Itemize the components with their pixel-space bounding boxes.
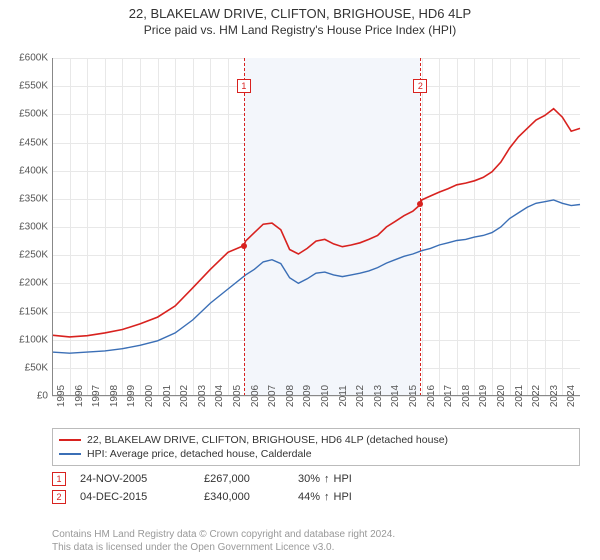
x-tick-label: 2014 [386,385,401,407]
sale-price-2: £340,000 [204,491,284,503]
arrow-up-icon: ↑ [324,473,330,485]
x-tick-label: 1995 [52,385,67,407]
sale-hpi-1: 30% ↑ HPI [298,473,352,485]
x-tick-label: 2023 [545,385,560,407]
x-tick-label: 2017 [439,385,454,407]
y-tick-label: £600K [19,53,52,64]
x-tick-label: 2010 [316,385,331,407]
sale-date-2: 04-DEC-2015 [80,491,190,503]
x-tick-label: 2020 [492,385,507,407]
y-tick-label: £500K [19,109,52,120]
sales-table: 1 24-NOV-2005 £267,000 30% ↑ HPI 2 04-DE… [52,470,580,506]
chart-title: 22, BLAKELAW DRIVE, CLIFTON, BRIGHOUSE, … [0,0,600,21]
y-tick-label: £450K [19,137,52,148]
arrow-up-icon: ↑ [324,491,330,503]
x-tick-label: 2005 [228,385,243,407]
sale-dashed-line-1 [244,58,245,396]
x-tick-label: 2008 [281,385,296,407]
y-tick-label: £100K [19,334,52,345]
legend-item-property: 22, BLAKELAW DRIVE, CLIFTON, BRIGHOUSE, … [59,433,573,447]
x-tick-label: 1997 [87,385,102,407]
sale-marker-1: 1 [52,472,66,486]
y-tick-label: £0 [37,391,52,402]
sale-date-1: 24-NOV-2005 [80,473,190,485]
x-tick-label: 2016 [422,385,437,407]
x-tick-label: 2000 [140,385,155,407]
x-tick-label: 2006 [246,385,261,407]
y-tick-label: £400K [19,165,52,176]
chart-plot-area: 12 £0£50K£100K£150K£200K£250K£300K£350K£… [52,58,580,396]
y-tick-label: £50K [25,362,52,373]
sale-hpi-suffix-2: HPI [334,491,352,503]
y-tick-label: £250K [19,250,52,261]
legend-swatch-property [59,439,81,441]
sale-hpi-2: 44% ↑ HPI [298,491,352,503]
sale-dashed-line-2 [420,58,421,396]
legend-box: 22, BLAKELAW DRIVE, CLIFTON, BRIGHOUSE, … [52,428,580,466]
sale-row-1: 1 24-NOV-2005 £267,000 30% ↑ HPI [52,470,580,488]
legend: 22, BLAKELAW DRIVE, CLIFTON, BRIGHOUSE, … [52,428,580,466]
x-tick-label: 2021 [510,385,525,407]
y-tick-label: £200K [19,278,52,289]
y-axis-line [52,58,53,396]
sale-row-2: 2 04-DEC-2015 £340,000 44% ↑ HPI [52,488,580,506]
x-tick-label: 1996 [70,385,85,407]
x-tick-label: 2002 [175,385,190,407]
sale-dot-2 [417,201,423,207]
x-tick-label: 2019 [474,385,489,407]
x-tick-label: 2003 [193,385,208,407]
x-tick-label: 2024 [562,385,577,407]
y-tick-label: £300K [19,222,52,233]
x-tick-label: 2011 [334,385,349,407]
attribution: Contains HM Land Registry data © Crown c… [52,529,580,554]
line-series-layer [52,58,580,396]
x-tick-label: 2022 [527,385,542,407]
y-tick-label: £350K [19,193,52,204]
sale-hpi-pct-1: 30% [298,473,320,485]
attribution-line-1: Contains HM Land Registry data © Crown c… [52,529,580,542]
legend-item-hpi: HPI: Average price, detached house, Cald… [59,447,573,461]
sale-hpi-suffix-1: HPI [334,473,352,485]
legend-label-hpi: HPI: Average price, detached house, Cald… [87,448,312,460]
x-tick-label: 2001 [158,385,173,407]
y-tick-label: £550K [19,81,52,92]
y-tick-label: £150K [19,306,52,317]
sale-price-1: £267,000 [204,473,284,485]
sale-marker-box-2: 2 [413,79,427,93]
x-tick-label: 1998 [105,385,120,407]
sale-dot-1 [241,243,247,249]
series-property [52,109,580,337]
chart-subtitle: Price paid vs. HM Land Registry's House … [0,21,600,37]
sale-marker-box-1: 1 [237,79,251,93]
attribution-line-2: This data is licensed under the Open Gov… [52,542,580,555]
x-tick-label: 2013 [369,385,384,407]
sale-marker-2: 2 [52,490,66,504]
legend-label-property: 22, BLAKELAW DRIVE, CLIFTON, BRIGHOUSE, … [87,434,448,446]
x-tick-label: 2009 [298,385,313,407]
series-hpi [52,200,580,353]
x-tick-label: 2015 [404,385,419,407]
legend-swatch-hpi [59,453,81,455]
x-tick-label: 1999 [122,385,137,407]
x-tick-label: 2012 [351,385,366,407]
x-tick-label: 2007 [263,385,278,407]
x-tick-label: 2004 [210,385,225,407]
x-tick-label: 2018 [457,385,472,407]
sale-hpi-pct-2: 44% [298,491,320,503]
